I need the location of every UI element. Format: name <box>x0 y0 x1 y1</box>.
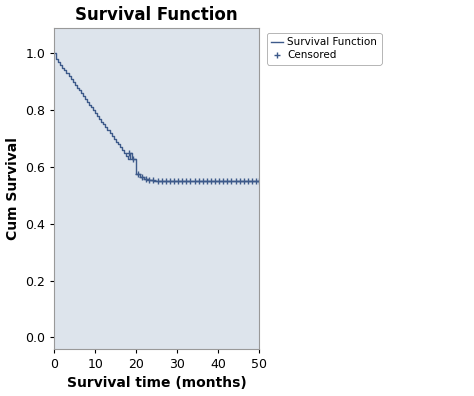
Legend: Survival Function, Censored: Survival Function, Censored <box>267 33 382 65</box>
Y-axis label: Cum Survival: Cum Survival <box>6 137 19 240</box>
Title: Survival Function: Survival Function <box>75 6 238 23</box>
X-axis label: Survival time (months): Survival time (months) <box>67 377 246 390</box>
